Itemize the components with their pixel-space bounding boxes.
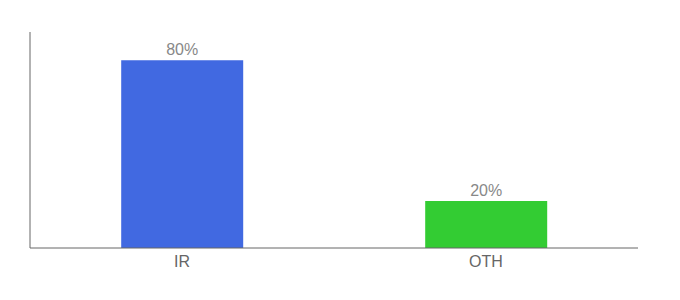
svg-text:IR: IR	[174, 253, 190, 270]
svg-text:OTH: OTH	[469, 253, 503, 270]
svg-text:80%: 80%	[166, 41, 198, 58]
svg-text:20%: 20%	[470, 182, 502, 199]
